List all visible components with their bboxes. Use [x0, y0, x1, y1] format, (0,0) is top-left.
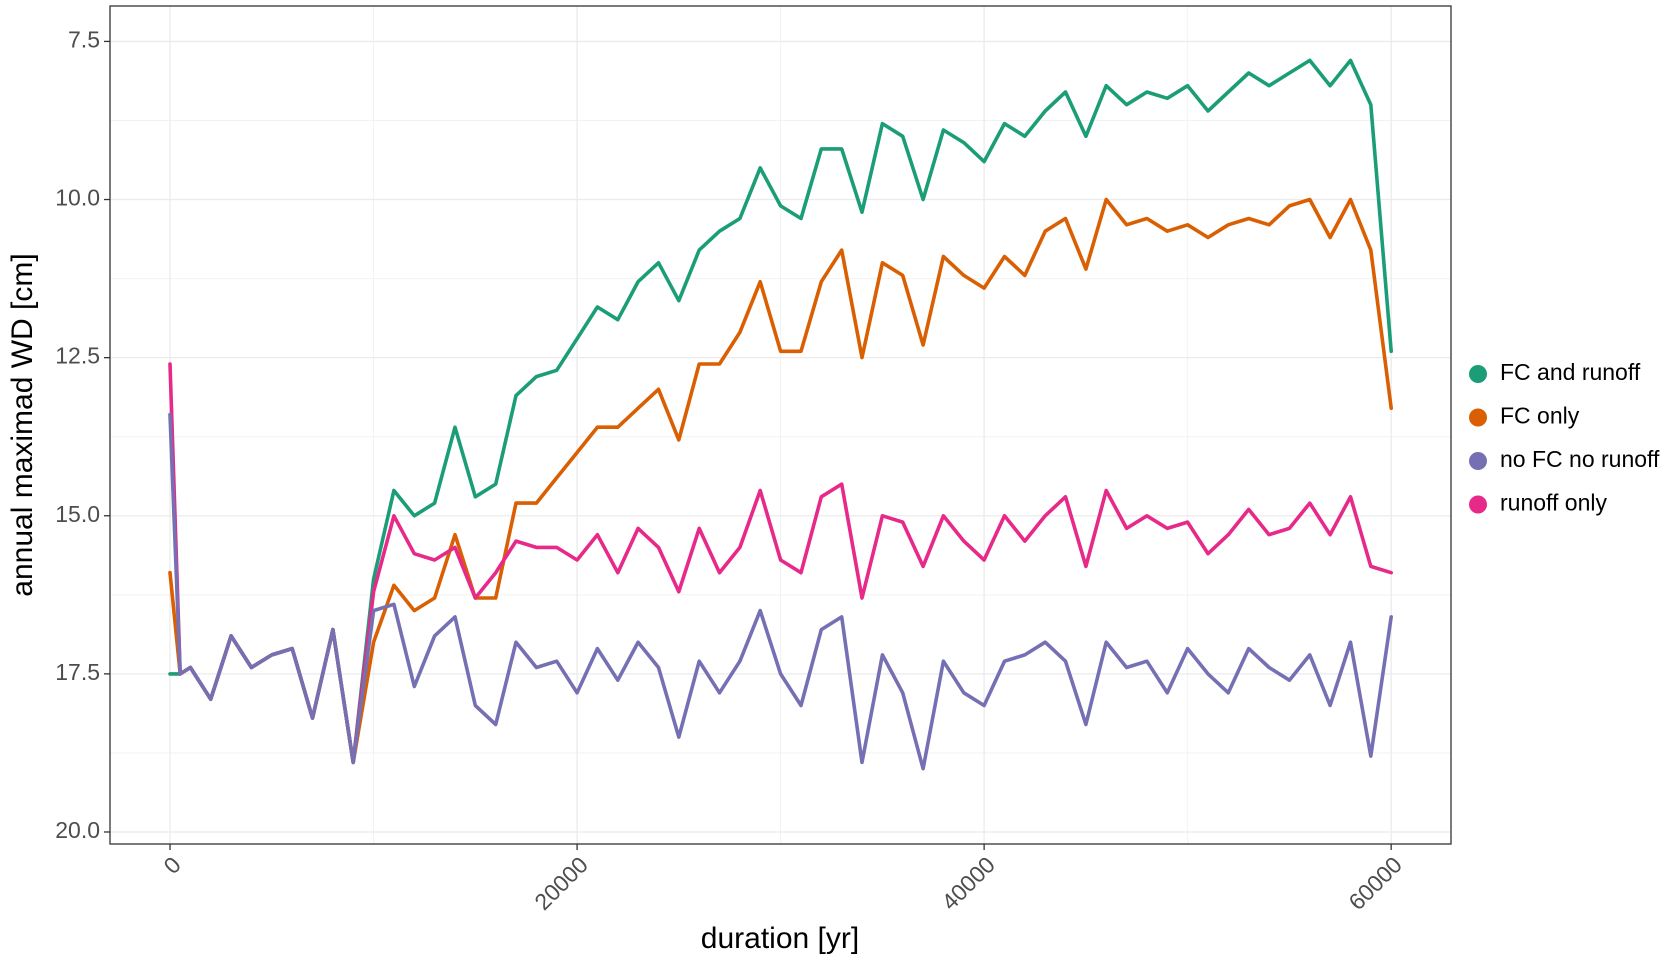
- x-tick-label: 60000: [1343, 851, 1407, 915]
- legend-label: FC only: [1500, 403, 1580, 429]
- legend-key: [1469, 408, 1487, 427]
- legend-entry: no FC no runoff: [1469, 446, 1660, 472]
- y-tick-label: 20.0: [55, 817, 100, 843]
- y-tick-label: 7.5: [68, 26, 100, 52]
- legend-key: [1469, 365, 1487, 383]
- legend-key: [1469, 452, 1487, 470]
- legend-entry: FC and runoff: [1469, 359, 1641, 385]
- y-axis-title: annual maximad WD [cm]: [6, 253, 39, 596]
- x-tick-label: 40000: [936, 851, 1000, 915]
- plot-border: [109, 5, 1452, 845]
- legend-label: runoff only: [1500, 490, 1607, 516]
- legend-label: no FC no runoff: [1500, 446, 1660, 472]
- x-tick-label: 0: [158, 851, 185, 878]
- y-tick-label: 17.5: [55, 659, 100, 685]
- series-line: [168, 412, 1393, 771]
- legend-label: FC and runoff: [1500, 359, 1641, 385]
- x-axis-title: duration [yr]: [701, 922, 859, 955]
- y-tick-label: 15.0: [55, 501, 100, 527]
- legend-entry: FC only: [1469, 403, 1580, 429]
- x-tick-label: 20000: [529, 851, 593, 915]
- legend-entry: runoff only: [1469, 490, 1607, 516]
- y-tick-label: 10.0: [55, 185, 100, 211]
- legend-key: [1469, 495, 1487, 514]
- y-tick-label: 12.5: [55, 343, 100, 369]
